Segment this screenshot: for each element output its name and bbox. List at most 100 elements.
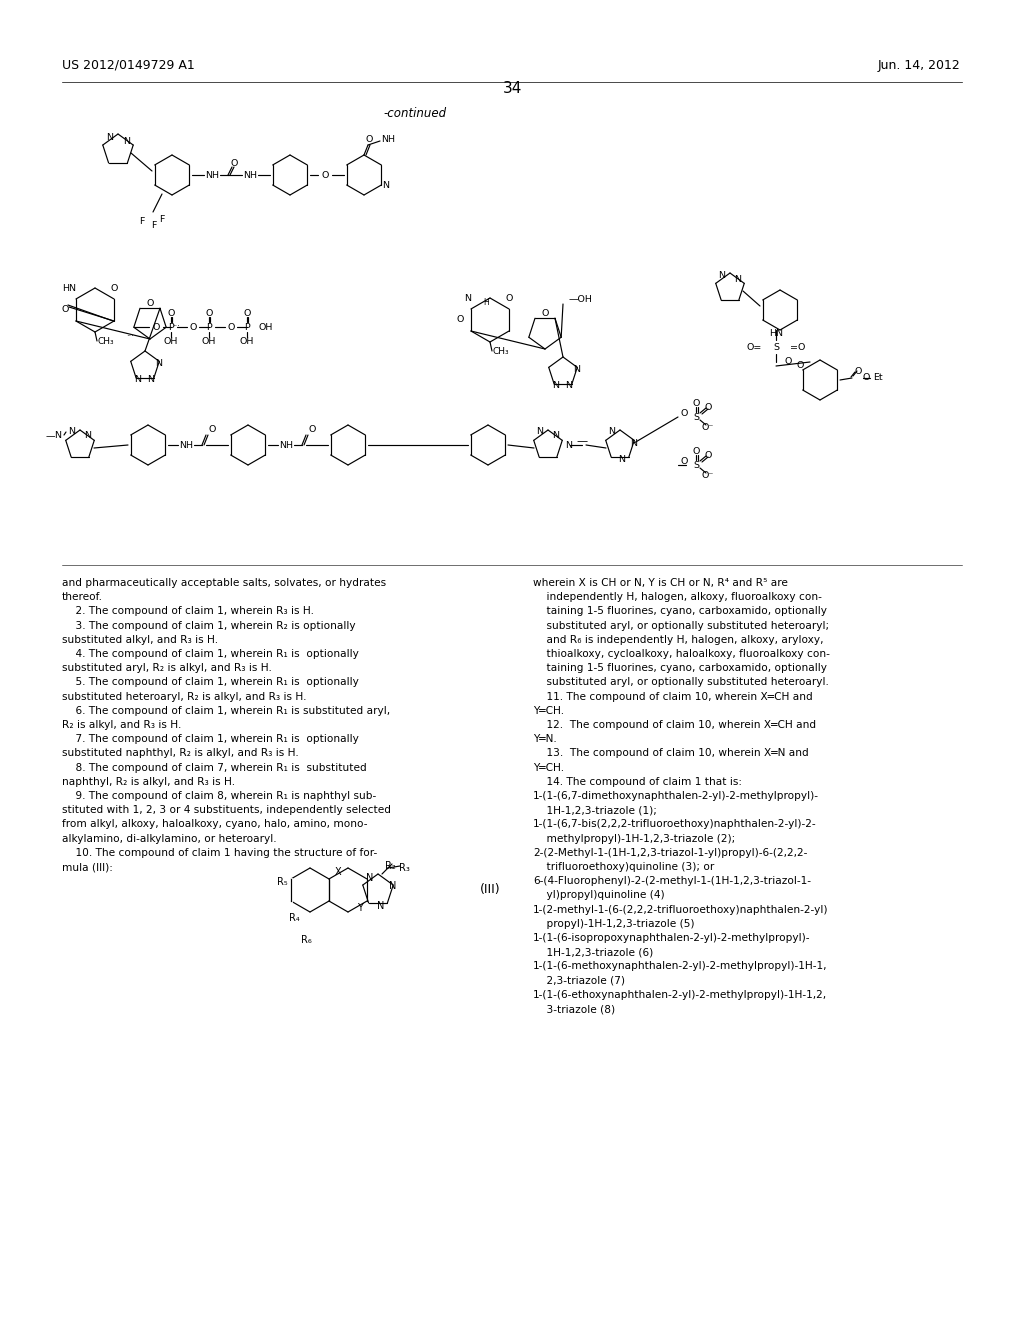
- Text: S: S: [693, 461, 699, 470]
- Text: N: N: [54, 430, 61, 440]
- Text: O: O: [111, 284, 118, 293]
- Text: HN: HN: [769, 330, 783, 338]
- Text: —: —: [577, 436, 588, 446]
- Text: OH: OH: [164, 337, 178, 346]
- Text: O: O: [153, 323, 160, 331]
- Text: NH: NH: [179, 441, 193, 450]
- Text: N: N: [719, 271, 725, 280]
- Text: Et: Et: [873, 374, 883, 383]
- Text: O: O: [205, 309, 213, 318]
- Text: 1H-1,2,3-triazole (6): 1H-1,2,3-triazole (6): [534, 948, 653, 957]
- Text: alkylamino, di-alkylamino, or heteroaryl.: alkylamino, di-alkylamino, or heteroaryl…: [62, 834, 276, 843]
- Text: X: X: [335, 867, 341, 876]
- Text: 2-(2-Methyl-1-(1H-1,2,3-triazol-1-yl)propyl)-6-(2,2,2-: 2-(2-Methyl-1-(1H-1,2,3-triazol-1-yl)pro…: [534, 847, 807, 858]
- Text: N: N: [389, 880, 396, 891]
- Text: —: —: [45, 433, 54, 441]
- Text: 7. The compound of claim 1, wherein R₁ is  optionally: 7. The compound of claim 1, wherein R₁ i…: [62, 734, 358, 744]
- Text: Y═N.: Y═N.: [534, 734, 557, 744]
- Text: O: O: [705, 450, 712, 459]
- Text: N: N: [383, 181, 389, 190]
- Text: N: N: [106, 132, 114, 141]
- Text: O: O: [784, 358, 792, 367]
- Text: substituted naphthyl, R₂ is alkyl, and R₃ is H.: substituted naphthyl, R₂ is alkyl, and R…: [62, 748, 299, 759]
- Text: O: O: [189, 323, 197, 331]
- Text: O: O: [208, 425, 216, 433]
- Text: 1H-1,2,3-triazole (1);: 1H-1,2,3-triazole (1);: [534, 805, 656, 816]
- Text: OH: OH: [202, 337, 216, 346]
- Text: N: N: [608, 428, 615, 437]
- Text: =O: =O: [790, 343, 805, 352]
- Text: N: N: [134, 375, 141, 384]
- Text: N: N: [618, 454, 626, 463]
- Text: R₅: R₅: [276, 876, 288, 887]
- Text: R₄: R₄: [289, 913, 299, 923]
- Text: N: N: [377, 902, 385, 911]
- Text: Y═CH.: Y═CH.: [534, 706, 564, 715]
- Text: taining 1-5 fluorines, cyano, carboxamido, optionally: taining 1-5 fluorines, cyano, carboxamid…: [534, 606, 827, 616]
- Text: N: N: [367, 873, 374, 883]
- Text: N: N: [464, 294, 471, 304]
- Text: F: F: [139, 218, 144, 227]
- Text: -continued: -continued: [383, 107, 446, 120]
- Text: S: S: [773, 343, 779, 352]
- Text: 12.  The compound of claim 10, wherein X═CH and: 12. The compound of claim 10, wherein X═…: [534, 719, 816, 730]
- Text: Y═CH.: Y═CH.: [534, 763, 564, 772]
- Text: O: O: [680, 458, 688, 466]
- Text: N: N: [565, 441, 572, 450]
- Text: CH₃: CH₃: [493, 347, 509, 356]
- Text: substituted heteroaryl, R₂ is alkyl, and R₃ is H.: substituted heteroaryl, R₂ is alkyl, and…: [62, 692, 306, 702]
- Text: N: N: [573, 366, 581, 375]
- Text: R₃: R₃: [398, 863, 410, 873]
- Text: 4. The compound of claim 1, wherein R₁ is  optionally: 4. The compound of claim 1, wherein R₁ i…: [62, 649, 358, 659]
- Text: 2,3-triazole (7): 2,3-triazole (7): [534, 975, 625, 986]
- Text: R₂: R₂: [385, 861, 395, 871]
- Text: O: O: [692, 446, 699, 455]
- Text: F: F: [152, 220, 157, 230]
- Text: Jun. 14, 2012: Jun. 14, 2012: [878, 59, 961, 73]
- Text: wherein X is CH or N, Y is CH or N, R⁴ and R⁵ are: wherein X is CH or N, Y is CH or N, R⁴ a…: [534, 578, 787, 587]
- Text: substituted alkyl, and R₃ is H.: substituted alkyl, and R₃ is H.: [62, 635, 218, 644]
- Text: N: N: [537, 428, 544, 437]
- Text: H: H: [483, 298, 488, 308]
- Text: mula (III):: mula (III):: [62, 862, 113, 873]
- Text: (III): (III): [479, 883, 501, 896]
- Text: O=: O=: [746, 343, 762, 352]
- Text: 34: 34: [503, 81, 521, 96]
- Text: 1-(2-methyl-1-(6-(2,2,2-trifluoroethoxy)naphthalen-2-yl): 1-(2-methyl-1-(6-(2,2,2-trifluoroethoxy)…: [534, 904, 828, 915]
- Text: ...: ...: [126, 329, 134, 338]
- Text: 6. The compound of claim 1, wherein R₁ is substituted aryl,: 6. The compound of claim 1, wherein R₁ i…: [62, 706, 390, 715]
- Text: 3-triazole (8): 3-triazole (8): [534, 1005, 615, 1014]
- Text: O: O: [705, 403, 712, 412]
- Text: O: O: [862, 372, 869, 381]
- Text: R₆: R₆: [301, 935, 311, 945]
- Text: 1-(1-(6-methoxynaphthalen-2-yl)-2-methylpropyl)-1H-1,: 1-(1-(6-methoxynaphthalen-2-yl)-2-methyl…: [534, 961, 827, 972]
- Text: substituted aryl, or optionally substituted heteroaryl;: substituted aryl, or optionally substitu…: [534, 620, 829, 631]
- Text: NH: NH: [279, 441, 293, 450]
- Text: and pharmaceutically acceptable salts, solvates, or hydrates: and pharmaceutically acceptable salts, s…: [62, 578, 386, 587]
- Text: N: N: [156, 359, 163, 368]
- Text: O: O: [167, 309, 174, 318]
- Text: 1-(1-(6,7-bis(2,2,2-trifluoroethoxy)naphthalen-2-yl)-2-: 1-(1-(6,7-bis(2,2,2-trifluoroethoxy)naph…: [534, 820, 816, 829]
- Text: P: P: [168, 323, 174, 331]
- Text: N: N: [124, 136, 130, 145]
- Text: 9. The compound of claim 8, wherein R₁ is naphthyl sub-: 9. The compound of claim 8, wherein R₁ i…: [62, 791, 376, 801]
- Text: CH₃: CH₃: [97, 338, 115, 346]
- Text: O: O: [61, 305, 69, 314]
- Text: thioalkoxy, cycloalkoxy, haloalkoxy, fluoroalkoxy con-: thioalkoxy, cycloalkoxy, haloalkoxy, flu…: [534, 649, 829, 659]
- Text: O: O: [322, 170, 329, 180]
- Text: N: N: [631, 438, 638, 447]
- Text: 5. The compound of claim 1, wherein R₁ is  optionally: 5. The compound of claim 1, wherein R₁ i…: [62, 677, 358, 688]
- Text: 1-(1-(6-ethoxynaphthalen-2-yl)-2-methylpropyl)-1H-1,2,: 1-(1-(6-ethoxynaphthalen-2-yl)-2-methylp…: [534, 990, 827, 999]
- Text: and R₆ is independently H, halogen, alkoxy, aryloxy,: and R₆ is independently H, halogen, alko…: [534, 635, 823, 644]
- Text: N: N: [553, 381, 559, 391]
- Text: 13.  The compound of claim 10, wherein X═N and: 13. The compound of claim 10, wherein X═…: [534, 748, 809, 759]
- Text: N: N: [565, 381, 572, 391]
- Text: substituted aryl, R₂ is alkyl, and R₃ is H.: substituted aryl, R₂ is alkyl, and R₃ is…: [62, 663, 272, 673]
- Text: 6-(4-Fluorophenyl)-2-(2-methyl-1-(1H-1,2,3-triazol-1-: 6-(4-Fluorophenyl)-2-(2-methyl-1-(1H-1,2…: [534, 876, 811, 886]
- Text: independently H, halogen, alkoxy, fluoroalkoxy con-: independently H, halogen, alkoxy, fluoro…: [534, 593, 822, 602]
- Text: yl)propyl)quinoline (4): yl)propyl)quinoline (4): [534, 891, 665, 900]
- Text: N: N: [734, 275, 741, 284]
- Text: stituted with 1, 2, 3 or 4 substituents, independently selected: stituted with 1, 2, 3 or 4 substituents,…: [62, 805, 391, 816]
- Text: methylpropyl)-1H-1,2,3-triazole (2);: methylpropyl)-1H-1,2,3-triazole (2);: [534, 834, 735, 843]
- Text: NH: NH: [243, 170, 257, 180]
